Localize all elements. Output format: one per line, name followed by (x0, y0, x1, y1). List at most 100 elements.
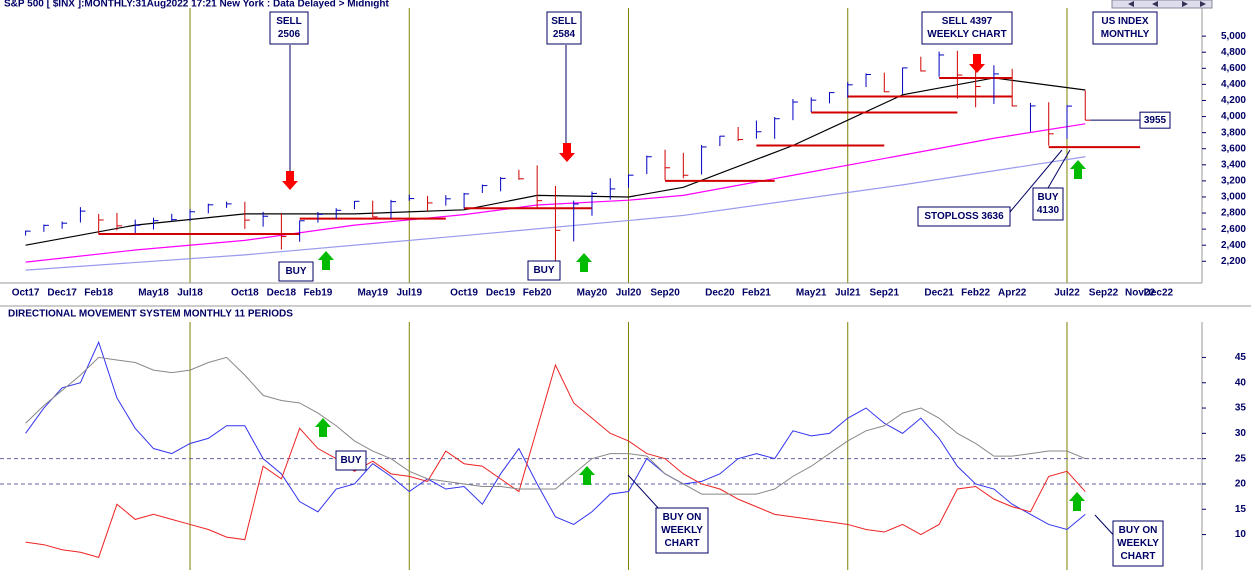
price-label: 3955 (1144, 115, 1167, 126)
x-tick-label: May19 (357, 288, 388, 299)
signal-arrow (318, 251, 334, 270)
x-tick-label: Jul21 (835, 288, 861, 299)
x-tick-label: Apr22 (998, 288, 1027, 299)
annotation-text: BUY ON (1119, 525, 1158, 536)
annotation-text: WEEKLY (661, 525, 703, 536)
annotation-text: BUY (340, 455, 361, 466)
nav-first[interactable] (1128, 1, 1134, 7)
annotation-text: 4130 (1037, 205, 1060, 216)
y-tick-label: 3,000 (1221, 192, 1246, 203)
x-tick-label: Sep21 (870, 288, 900, 299)
annotation-text: SELL (551, 16, 577, 27)
indicator-line (25, 363, 1086, 558)
annotation-text: US INDEX (1101, 16, 1149, 27)
y-tick-label: 40 (1235, 377, 1247, 388)
x-tick-label: Feb21 (742, 288, 771, 299)
panel-title: DIRECTIONAL MOVEMENT SYSTEM MONTHLY 11 P… (8, 309, 293, 320)
moving-average (25, 77, 1086, 246)
annotation-text: BUY ON (663, 512, 702, 523)
annotation-box (921, 11, 1013, 45)
annotation-text: BUY (285, 266, 306, 277)
y-tick-label: 10 (1235, 529, 1247, 540)
annotation-text: 2506 (278, 29, 301, 40)
x-tick-label: Feb19 (303, 288, 332, 299)
y-tick-label: 2,600 (1221, 224, 1246, 235)
x-tick-label: May21 (796, 288, 827, 299)
y-tick-label: 3,600 (1221, 143, 1246, 154)
annotation-text: STOPLOSS 3636 (924, 211, 1004, 222)
indicator-line (25, 356, 1086, 495)
x-tick-label: Feb22 (961, 288, 990, 299)
y-tick-label: 4,000 (1221, 111, 1246, 122)
y-tick-label: 15 (1235, 504, 1247, 515)
annotation-box (1032, 187, 1064, 221)
annotation-box (546, 11, 582, 45)
x-tick-label: Feb20 (523, 288, 552, 299)
annotation-text: MONTHLY (1101, 29, 1150, 40)
x-tick-label: Nov22 (1125, 288, 1155, 299)
x-tick-label: Jul19 (396, 288, 422, 299)
nav-prev[interactable] (1152, 1, 1158, 7)
x-tick-label: Sep20 (650, 288, 680, 299)
y-tick-label: 30 (1235, 428, 1247, 439)
annotation-box (269, 11, 309, 45)
annotation-box (917, 206, 1011, 227)
y-tick-label: 45 (1235, 352, 1247, 363)
annotation-text: CHART (665, 538, 700, 549)
x-tick-label: May18 (138, 288, 169, 299)
annotation-text: 2584 (553, 29, 576, 40)
x-tick-label: Dec21 (924, 288, 954, 299)
x-tick-label: Dec17 (47, 288, 77, 299)
x-tick-label: Sep22 (1089, 288, 1119, 299)
price-label-box (1139, 111, 1171, 129)
x-tick-label: Oct17 (12, 288, 40, 299)
y-tick-label: 35 (1235, 403, 1247, 414)
annotation-box (278, 261, 314, 282)
annotation-box (1092, 11, 1158, 45)
y-tick-label: 2,800 (1221, 208, 1246, 219)
y-tick-label: 3,800 (1221, 127, 1246, 138)
signal-arrow (969, 54, 985, 73)
x-tick-label: Dec18 (267, 288, 297, 299)
signal-arrow (282, 171, 298, 190)
x-tick-label: Jul20 (616, 288, 642, 299)
y-tick-label: 3,200 (1221, 176, 1246, 187)
x-tick-label: Jul18 (177, 288, 203, 299)
nav-last[interactable] (1200, 1, 1206, 7)
nav-buttons (1111, 0, 1213, 9)
y-tick-label: 25 (1235, 453, 1247, 464)
x-tick-label: Dec19 (486, 288, 516, 299)
x-tick-label: Feb18 (84, 288, 113, 299)
x-tick-label: Oct18 (231, 288, 259, 299)
signal-arrow (576, 253, 592, 272)
y-tick-label: 5,000 (1221, 31, 1246, 42)
y-tick-label: 2,200 (1221, 256, 1246, 267)
nav-bar (1111, 0, 1213, 9)
connector (1047, 149, 1071, 189)
x-tick-label: May20 (577, 288, 608, 299)
connector (1009, 149, 1063, 213)
annotation-text: CHART (1121, 551, 1156, 562)
annotation-text: SELL 4397 (942, 16, 993, 27)
y-tick-label: 4,800 (1221, 47, 1246, 58)
annotation-box (335, 450, 367, 471)
y-tick-label: 4,600 (1221, 63, 1246, 74)
y-tick-label: 2,400 (1221, 240, 1246, 251)
annotation-text: SELL (276, 16, 302, 27)
signal-arrow (1069, 492, 1085, 511)
y-tick-label: 3,400 (1221, 159, 1246, 170)
nav-next[interactable] (1182, 1, 1188, 7)
chart-title: S&P 500 [ $INX ]:MONTHLY:31Aug2022 17:21… (4, 0, 390, 10)
signal-arrow (1070, 160, 1086, 179)
annotation-text: BUY (1037, 192, 1058, 203)
annotation-box (527, 260, 561, 281)
y-tick-label: 20 (1235, 479, 1247, 490)
x-tick-label: Dec20 (705, 288, 735, 299)
annotation-text: BUY (533, 265, 554, 276)
annotation-text: WEEKLY CHART (927, 29, 1006, 40)
connector (627, 474, 661, 511)
annotation-text: WEEKLY (1117, 538, 1159, 549)
